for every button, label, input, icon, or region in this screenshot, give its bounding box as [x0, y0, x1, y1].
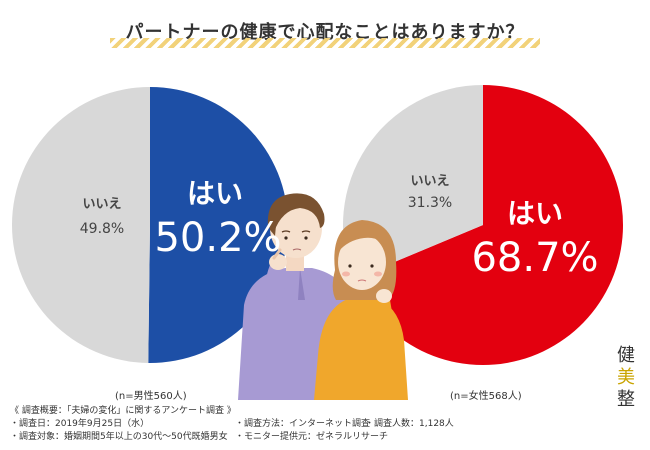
chart-title: パートナーの健康で心配なことはありますか？	[125, 22, 525, 43]
pie-slice-no	[11, 87, 150, 363]
male-yes-value: 50.2%	[154, 215, 282, 261]
pie-slice-yes	[353, 85, 624, 365]
woman-figure	[314, 220, 408, 400]
brand-logo: 健 美 整	[612, 345, 640, 411]
brand-char-2: 美	[617, 367, 635, 388]
notes-count: ・調査人数：1,128人	[365, 419, 454, 429]
brand-char-3: 整	[617, 389, 635, 410]
brand-char-1: 健	[617, 345, 635, 366]
female-sample-size: (n=女性568人)	[450, 391, 522, 402]
notes-target: ・調査対象：婚姻期間5年以上の30代〜50代既婚男女	[10, 432, 228, 442]
male-no-value: 49.8%	[79, 221, 125, 237]
female-no-value: 31.3%	[407, 195, 453, 211]
notes-method: ・調査方法：インターネット調査	[235, 419, 371, 429]
notes-heading: 《 調査概要：「夫婦の変化」に関するアンケート調査 》	[10, 406, 236, 416]
male-yes-label: はい	[186, 177, 243, 210]
notes-provider: ・モニター提供元：ゼネラルリサーチ	[235, 432, 389, 442]
female-yes-label: はい	[506, 197, 563, 230]
female-yes-value: 68.7%	[471, 235, 599, 281]
female-no-label: いいえ	[410, 174, 450, 189]
title-underline-stripe	[110, 38, 540, 48]
male-sample-size: (n=男性560人)	[115, 391, 187, 402]
male-no-label: いいえ	[82, 197, 122, 212]
couple-thinking-illustration	[238, 193, 408, 400]
notes-date: ・調査日：2019年9月25日（水）	[10, 419, 150, 429]
survey-notes: 《 調査概要：「夫婦の変化」に関するアンケート調査 》 ・調査日：2019年9月…	[10, 405, 454, 444]
